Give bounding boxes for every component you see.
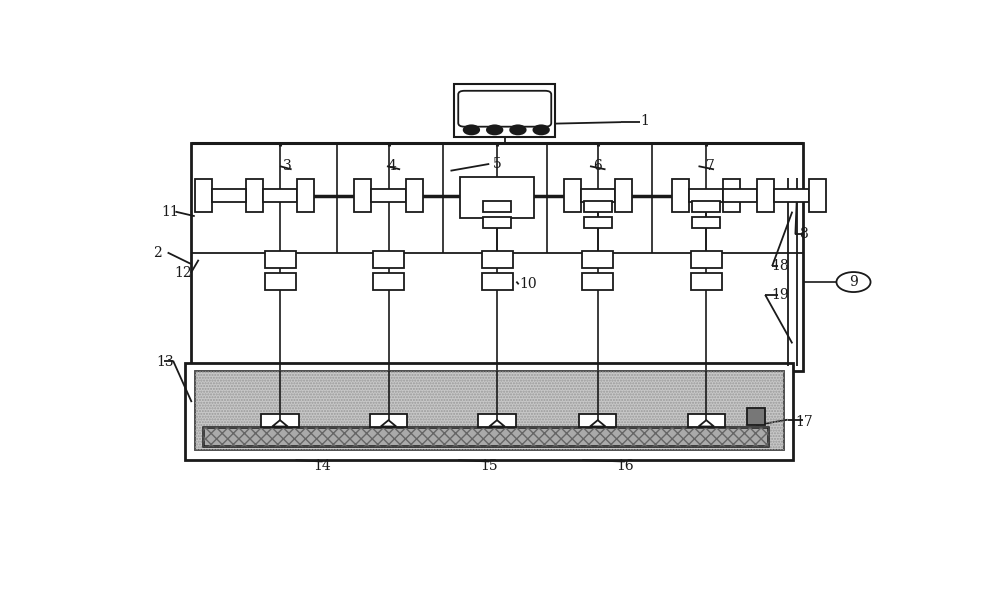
Bar (264, 251, 296, 268)
Bar (406, 179, 423, 212)
Text: 12: 12 (174, 266, 192, 280)
Bar (723, 189, 757, 202)
Circle shape (464, 125, 479, 135)
Text: 5: 5 (493, 157, 501, 171)
Bar (263, 189, 297, 202)
Text: 13: 13 (156, 355, 174, 369)
FancyBboxPatch shape (458, 91, 551, 127)
Circle shape (510, 125, 526, 135)
Bar (584, 217, 612, 228)
Bar (582, 273, 613, 290)
Polygon shape (272, 420, 288, 427)
Bar (264, 273, 296, 290)
Text: 7: 7 (706, 159, 715, 173)
Bar (689, 189, 723, 202)
Bar (261, 414, 299, 427)
Bar (460, 178, 534, 218)
Bar (297, 179, 314, 212)
Text: 17: 17 (795, 415, 813, 428)
Bar (615, 179, 632, 212)
Circle shape (533, 125, 549, 135)
Bar (564, 179, 581, 212)
Bar (195, 179, 212, 212)
Bar (195, 371, 784, 450)
Text: 10: 10 (519, 277, 537, 291)
Text: 14: 14 (314, 459, 332, 473)
Bar (212, 189, 246, 202)
Bar (723, 179, 740, 212)
Bar (202, 427, 768, 445)
Polygon shape (489, 420, 505, 427)
Text: 4: 4 (388, 159, 397, 173)
Bar (691, 251, 722, 268)
Bar (195, 371, 784, 450)
Text: 8: 8 (800, 227, 808, 241)
Bar (373, 251, 404, 268)
Bar (454, 84, 555, 137)
Bar (191, 143, 803, 371)
Text: 11: 11 (161, 205, 179, 219)
Bar (584, 201, 612, 212)
Bar (582, 251, 613, 268)
Text: 16: 16 (616, 459, 634, 473)
Bar (774, 189, 809, 202)
Text: 18: 18 (771, 259, 789, 273)
Bar (757, 179, 774, 212)
Text: 19: 19 (771, 288, 789, 301)
Circle shape (487, 125, 502, 135)
Bar (482, 273, 512, 290)
Bar (747, 408, 765, 425)
Bar (483, 217, 511, 228)
Bar (246, 179, 263, 212)
Text: 1: 1 (640, 114, 649, 128)
Text: 6: 6 (593, 159, 602, 173)
Text: 3: 3 (283, 159, 292, 173)
Bar (373, 273, 404, 290)
Circle shape (836, 272, 871, 292)
Bar (691, 273, 722, 290)
Bar (478, 414, 516, 427)
Polygon shape (381, 420, 396, 427)
Text: 2: 2 (153, 245, 162, 260)
Bar (692, 217, 720, 228)
Bar (354, 179, 371, 212)
Bar (185, 363, 793, 460)
Polygon shape (698, 420, 714, 427)
Polygon shape (590, 420, 606, 427)
Text: 9: 9 (849, 275, 858, 289)
Bar (809, 179, 826, 212)
Bar (370, 414, 407, 427)
Bar (672, 179, 689, 212)
Bar (482, 251, 512, 268)
Bar (688, 414, 725, 427)
Bar (371, 189, 406, 202)
Text: 15: 15 (480, 459, 498, 473)
Bar (483, 201, 511, 212)
Bar (579, 414, 616, 427)
Bar (581, 189, 615, 202)
Bar (202, 427, 768, 445)
Bar (692, 201, 720, 212)
